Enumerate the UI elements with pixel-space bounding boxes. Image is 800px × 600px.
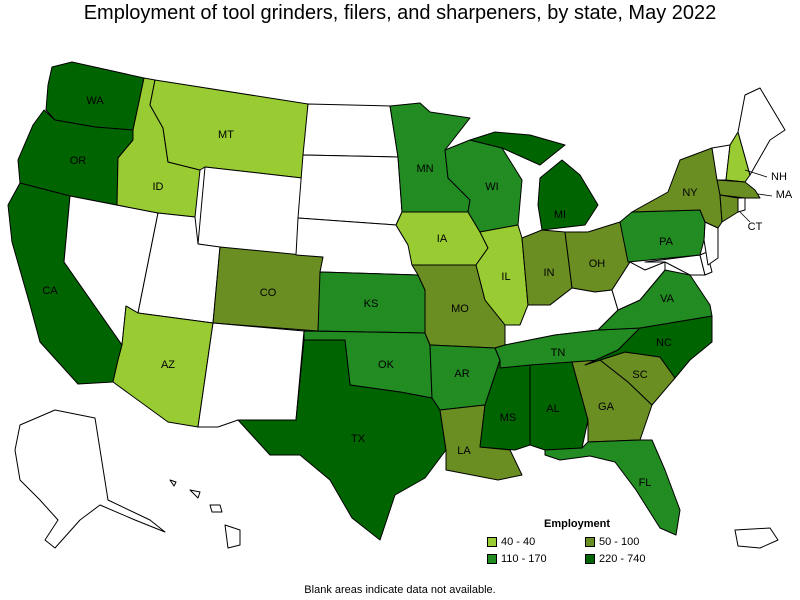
label-AR: AR: [454, 368, 469, 380]
state-TX[interactable]: [237, 339, 447, 541]
label-WA: WA: [86, 95, 104, 107]
legend-swatch: [487, 537, 497, 547]
label-CT: CT: [748, 221, 763, 233]
state-WV[interactable]: [611, 261, 666, 311]
legend-swatch: [487, 554, 497, 564]
label-CO: CO: [260, 287, 277, 299]
label-SC: SC: [632, 369, 647, 381]
label-OH: OH: [589, 258, 606, 270]
label-MO: MO: [451, 303, 469, 315]
state-NM[interactable]: [197, 322, 305, 428]
label-IL: IL: [501, 271, 510, 283]
label-VA: VA: [660, 293, 675, 305]
label-CA: CA: [42, 285, 58, 297]
legend-title: Employment: [543, 518, 610, 530]
label-TN: TN: [551, 347, 566, 359]
label-MS: MS: [500, 412, 517, 424]
legend-item: 40 - 40: [487, 536, 585, 548]
label-MA: MA: [776, 189, 793, 201]
state-HI[interactable]: [169, 479, 241, 549]
state-MI[interactable]: [469, 131, 599, 231]
legend-label: 40 - 40: [501, 536, 536, 548]
state-ME[interactable]: [737, 87, 786, 176]
label-NC: NC: [656, 337, 672, 349]
label-NY: NY: [682, 187, 698, 199]
label-OR: OR: [70, 155, 87, 167]
state-AK[interactable]: [14, 409, 166, 549]
state-CT[interactable]: [719, 194, 739, 223]
state-NH[interactable]: [725, 131, 751, 183]
leader-line-CT: [739, 211, 751, 223]
label-AL: AL: [546, 403, 559, 415]
label-MN: MN: [416, 163, 433, 175]
legend-swatch: [585, 537, 595, 547]
state-RI[interactable]: [737, 197, 746, 213]
state-WY[interactable]: [197, 166, 303, 259]
legend: Employment 40 - 40 50 - 100 110 - 170 22…: [487, 518, 667, 565]
legend-item: 50 - 100: [585, 536, 665, 548]
label-IA: IA: [437, 233, 448, 245]
label-MI: MI: [554, 209, 566, 221]
label-PA: PA: [659, 236, 674, 248]
legend-swatch: [585, 554, 595, 564]
legend-label: 220 - 740: [599, 553, 646, 565]
label-IN: IN: [544, 267, 555, 279]
state-PR[interactable]: [734, 527, 779, 549]
label-GA: GA: [598, 401, 615, 413]
state-DE[interactable]: [699, 251, 713, 276]
map-title: Employment of tool grinders, filers, and…: [83, 2, 717, 24]
state-FL[interactable]: [544, 439, 681, 536]
label-NH: NH: [771, 171, 787, 183]
legend-label: 110 - 170: [501, 553, 547, 565]
label-MT: MT: [218, 129, 234, 141]
legend-item: 110 - 170: [487, 553, 585, 565]
legend-label: 50 - 100: [599, 536, 640, 548]
footnote: Blank areas indicate data not available.: [304, 584, 496, 596]
state-ND[interactable]: [302, 103, 399, 158]
state-AZ[interactable]: [112, 305, 214, 428]
label-AZ: AZ: [161, 359, 175, 371]
state-SD[interactable]: [297, 154, 403, 226]
label-OK: OK: [378, 359, 395, 371]
label-FL: FL: [639, 477, 652, 489]
leader-line-MA: [757, 193, 773, 197]
label-WI: WI: [485, 181, 498, 193]
leader-line-NH: [744, 169, 768, 178]
label-KS: KS: [364, 298, 379, 310]
label-ID: ID: [153, 181, 164, 193]
label-LA: LA: [457, 445, 471, 457]
legend-item: 220 - 740: [585, 553, 665, 565]
label-TX: TX: [351, 433, 366, 445]
